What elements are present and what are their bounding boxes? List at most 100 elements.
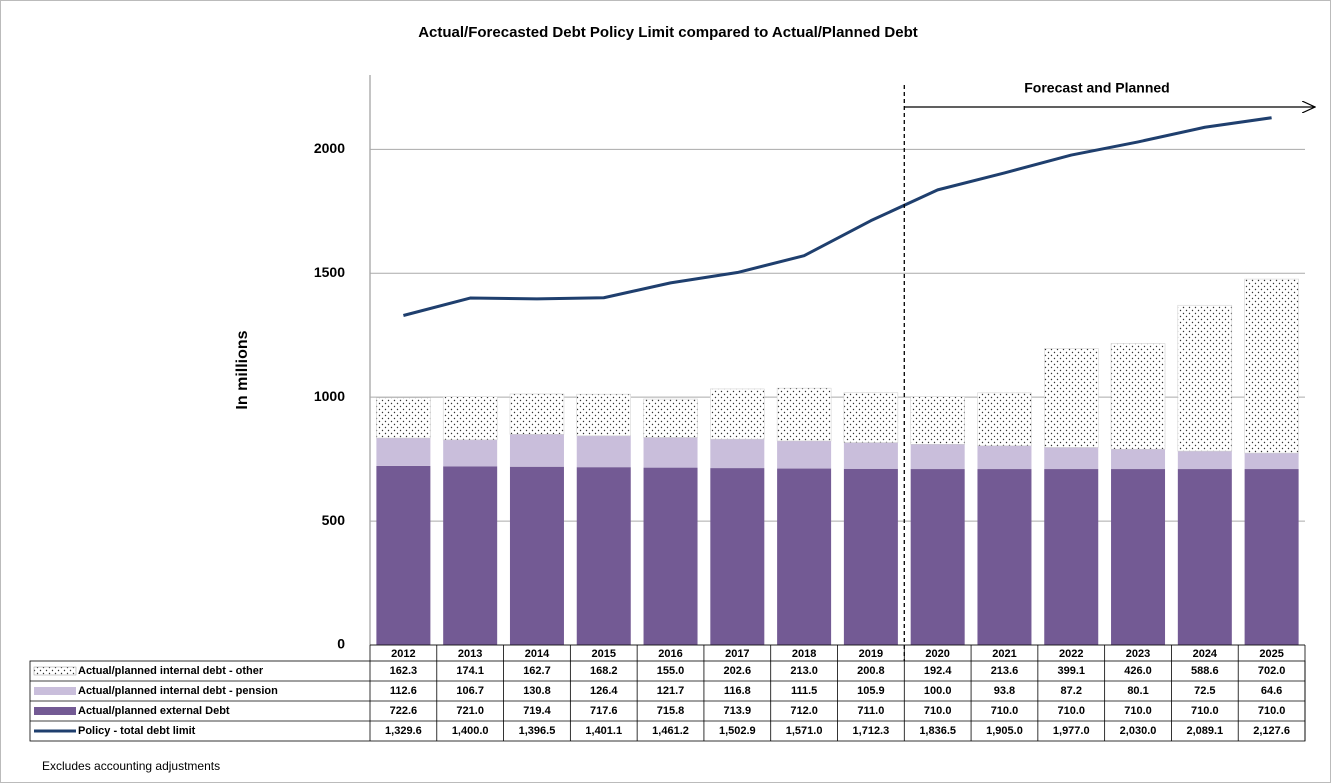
table-cell: 111.5 [791,685,817,697]
table-cell: 1,502.9 [719,725,756,737]
table-cell: 80.1 [1127,685,1148,697]
x-tick-label: 2018 [792,648,816,660]
x-tick-label: 2023 [1126,648,1150,660]
table-cell: 1,329.6 [385,725,422,737]
bar-segment [1111,469,1166,645]
y-tick-label: 0 [337,636,345,652]
table-cell: 588.6 [1191,665,1219,677]
table-cell: 174.1 [456,665,484,677]
bar-segment [1244,278,1299,454]
legend-label: Actual/planned internal debt - other [78,665,264,677]
bar-segment [643,437,698,468]
table-cell: 1,977.0 [1053,725,1090,737]
table-cell: 1,400.0 [452,725,489,737]
bar-segment [710,439,765,469]
table-cell: 72.5 [1194,685,1215,697]
table-cell: 710.0 [1191,705,1219,717]
table-cell: 1,401.1 [585,725,622,737]
y-tick-label: 1500 [314,264,345,280]
table-cell: 202.6 [724,665,752,677]
bar-segment [1044,469,1099,645]
x-tick-label: 2021 [992,648,1016,660]
bar-segment [977,392,1032,447]
table-cell: 64.6 [1261,685,1282,697]
bar-segment [376,397,431,439]
bar-segment [843,392,899,443]
bar-segment [910,444,965,470]
bar-segment [443,466,498,645]
table-cell: 130.8 [523,685,551,697]
legend-label: Actual/planned internal debt - pension [78,685,278,697]
bar-segment [376,465,431,645]
table-cell: 710.0 [1124,705,1152,717]
table-cell: 100.0 [924,685,952,697]
bar-segment [977,445,1032,470]
table-cell: 713.9 [724,705,752,717]
table-cell: 702.0 [1258,665,1286,677]
legend-swatch [33,666,77,676]
bar-segment [1244,469,1299,645]
bar-segment [777,440,832,469]
x-tick-label: 2012 [391,648,415,660]
bar-segment [843,442,898,469]
table-cell: 715.8 [657,705,685,717]
table-cell: 213.6 [991,665,1019,677]
bar-segment [776,387,832,442]
footnote: Excludes accounting adjustments [42,759,220,773]
table-cell: 710.0 [924,705,952,717]
x-tick-label: 2016 [658,648,682,660]
table-cell: 722.6 [390,705,418,717]
table-cell: 2,030.0 [1120,725,1157,737]
bar-segment [710,468,765,645]
table-cell: 426.0 [1124,665,1152,677]
table-cell: 105.9 [857,685,885,697]
table-cell: 721.0 [456,705,484,717]
x-tick-label: 2019 [859,648,883,660]
x-tick-label: 2013 [458,648,482,660]
bar-segment [1177,451,1232,470]
y-tick-label: 500 [322,512,346,528]
table-cell: 712.0 [790,705,818,717]
y-axis-label: In millions [234,330,251,409]
policy-line [403,116,1272,317]
bar-segment [710,388,765,440]
bar-segment [509,393,565,435]
bar-segment [1110,343,1166,450]
x-tick-label: 2015 [592,648,616,660]
bar-segment [843,468,898,645]
bar-segment [643,467,698,645]
x-tick-label: 2022 [1059,648,1083,660]
bar-segment [376,438,431,466]
bar-segment [777,468,832,645]
chart-title: Actual/Forecasted Debt Policy Limit comp… [418,24,918,41]
bar-segment [977,469,1032,645]
bar-segment [910,469,965,645]
bar-segment [1177,469,1232,645]
table-cell: 1,712.3 [853,725,890,737]
x-tick-label: 2024 [1193,648,1218,660]
legend-label: Actual/planned external Debt [78,705,230,717]
table-cell: 399.1 [1057,665,1085,677]
table-cell: 162.3 [390,665,418,677]
table-cell: 116.8 [724,685,751,697]
table-cell: 1,571.0 [786,725,823,737]
table-cell: 1,461.2 [652,725,689,737]
table-cell: 126.4 [590,685,618,697]
legend-swatch [34,687,76,695]
legend-swatch [34,707,76,715]
table-cell: 112.6 [390,685,417,697]
table-cell: 2,089.1 [1186,725,1223,737]
table-cell: 155.0 [657,665,685,677]
table-cell: 1,905.0 [986,725,1023,737]
bar-segment [1044,348,1099,448]
bar-segment [509,434,564,467]
x-tick-label: 2025 [1259,648,1283,660]
y-tick-label: 1000 [314,388,345,404]
x-tick-label: 2017 [725,648,749,660]
table-cell: 93.8 [994,685,1015,697]
table-cell: 192.4 [924,665,952,677]
table-cell: 710.0 [991,705,1019,717]
bar-segment [643,398,698,438]
table-cell: 168.2 [590,665,618,677]
table-cell: 121.7 [657,685,685,697]
